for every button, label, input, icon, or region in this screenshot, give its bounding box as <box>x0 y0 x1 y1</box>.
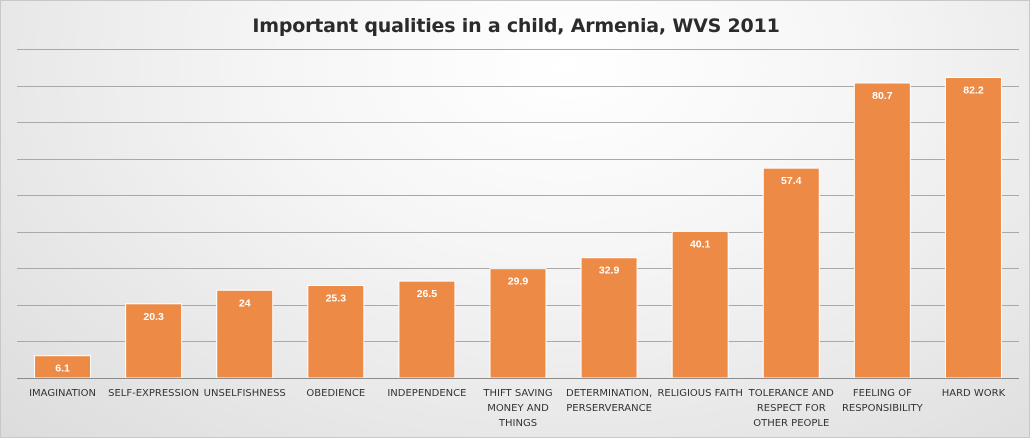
bar-3 <box>216 289 274 379</box>
chart-title: Important qualities in a child, Armenia,… <box>252 15 780 37</box>
category-label-6: THIFT SAVING MONEY AND THINGS <box>482 388 552 429</box>
category-label-5: INDEPENDENCE <box>387 388 466 399</box>
data-label-7: 32.9 <box>599 265 620 277</box>
category-label-7: DETERMINATION, PERSERVERANCE <box>566 388 652 414</box>
data-label-6: 29.9 <box>508 276 529 288</box>
category-label-8: RELIGIOUS FAITH <box>657 388 742 399</box>
category-label-11: HARD WORK <box>942 388 1006 399</box>
data-label-4: 25.3 <box>326 293 347 305</box>
data-label-5: 26.5 <box>417 288 438 300</box>
bar-9 <box>762 167 820 379</box>
data-label-8: 40.1 <box>690 238 711 250</box>
data-label-11: 82.2 <box>963 85 984 97</box>
data-label-2: 20.3 <box>143 311 164 323</box>
data-label-1: 6.1 <box>55 363 70 375</box>
bar-6 <box>489 268 547 379</box>
bar-11 <box>944 77 1002 379</box>
bar-5 <box>398 280 456 379</box>
category-label-9: TOLERANCE AND RESPECT FOR OTHER PEOPLE <box>748 388 835 429</box>
category-label-10: FEELING OF RESPONSIBILITY <box>842 388 924 414</box>
bar-7 <box>580 257 638 379</box>
bar-10 <box>853 82 911 379</box>
bar-8 <box>671 230 729 379</box>
category-label-3: UNSELFISHNESS <box>204 388 286 399</box>
data-label-9: 57.4 <box>781 175 802 187</box>
bar-2 <box>125 303 183 379</box>
category-label-2: SELF-EXPRESSION <box>108 388 199 399</box>
category-label-4: OBEDIENCE <box>306 388 365 399</box>
category-label-1: IMAGINATION <box>29 388 96 399</box>
data-label-3: 24 <box>239 297 251 309</box>
bar-4 <box>307 285 365 379</box>
data-label-10: 80.7 <box>872 90 893 102</box>
